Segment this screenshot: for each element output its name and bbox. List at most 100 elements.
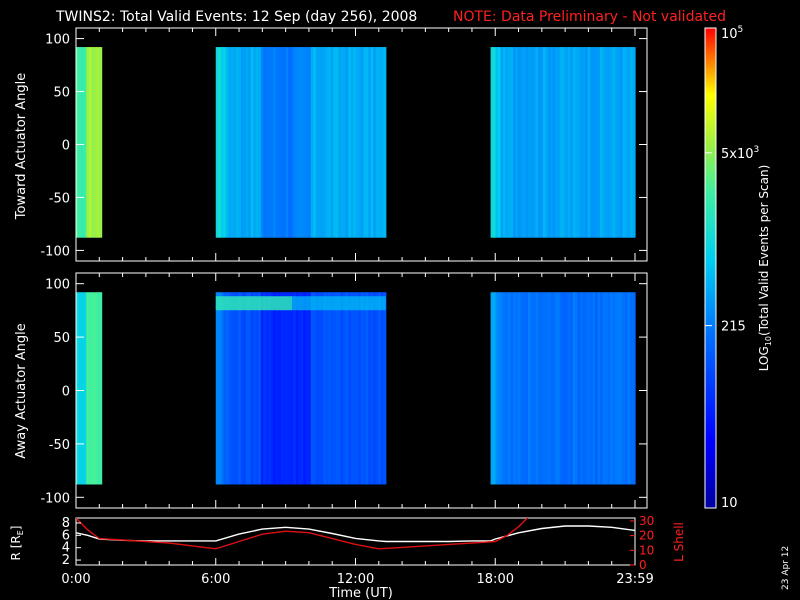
toward-cell <box>580 47 584 238</box>
toward-cell <box>280 47 284 238</box>
toward-cell <box>275 47 279 238</box>
colorbar-scale <box>705 28 716 508</box>
toward-cell <box>278 47 282 238</box>
toward-cell <box>345 47 349 238</box>
away-cell <box>308 292 312 485</box>
toward-cell <box>542 47 546 238</box>
away-cell <box>260 292 264 485</box>
toward-cell <box>238 47 242 238</box>
toward-ylabel: Toward Actuator Angle <box>14 73 29 220</box>
away-cell <box>560 292 564 485</box>
colorbar-label: LOG10(Total Valid Events per Scan) <box>757 165 773 372</box>
away-ylabel: Away Actuator Angle <box>14 323 29 458</box>
toward-ytick-label: 0 <box>62 139 70 154</box>
away-cell <box>258 292 262 485</box>
away-cell <box>310 292 314 485</box>
toward-cell <box>348 47 352 238</box>
toward-cell <box>288 47 292 238</box>
away-cell <box>592 292 596 485</box>
away-cell <box>290 292 294 485</box>
toward-cell <box>325 47 329 238</box>
toward-cell <box>363 47 367 238</box>
toward-cell <box>602 47 606 238</box>
colorbar-tick-label: 5x103 <box>721 145 759 162</box>
away-data-block-1 <box>215 292 387 485</box>
toward-cell <box>285 47 289 238</box>
toward-cell <box>535 47 539 238</box>
toward-cell <box>515 47 519 238</box>
toward-cell <box>233 47 237 238</box>
away-cell <box>280 292 284 485</box>
away-cell <box>630 292 634 485</box>
toward-cell <box>570 47 574 238</box>
toward-cell <box>225 47 229 238</box>
l-shell-series-line <box>76 518 529 550</box>
toward-cell <box>610 47 614 238</box>
toward-cell <box>537 47 541 238</box>
away-ytick-label: 0 <box>62 385 70 400</box>
away-cell <box>245 292 249 485</box>
away-cell <box>525 292 529 485</box>
away-cell <box>353 292 357 485</box>
toward-cell <box>330 47 334 238</box>
toward-cell <box>78 47 82 238</box>
away-cell <box>320 292 324 485</box>
away-cell <box>88 292 92 485</box>
toward-cell <box>83 47 87 238</box>
toward-cell <box>223 47 227 238</box>
away-cell <box>268 292 272 485</box>
toward-cell <box>220 47 224 238</box>
colorbar-tick-label: 105 <box>721 25 743 42</box>
away-cell <box>328 292 332 485</box>
away-cell <box>627 292 631 485</box>
toward-ytick-label: 100 <box>45 33 70 48</box>
toward-cell <box>333 47 337 238</box>
away-cell <box>555 292 559 485</box>
away-data-block-2 <box>490 292 636 485</box>
away-cell <box>540 292 544 485</box>
toward-cell <box>298 47 302 238</box>
toward-cell <box>303 47 307 238</box>
toward-cell <box>625 47 629 238</box>
away-cell <box>505 292 509 485</box>
toward-cell <box>373 47 377 238</box>
away-cell <box>587 292 591 485</box>
chart-title: TWINS2: Total Valid Events: 12 Sep (day … <box>55 9 417 25</box>
toward-cell <box>605 47 609 238</box>
away-cell <box>513 292 517 485</box>
toward-cell <box>320 47 324 238</box>
away-cell <box>235 292 239 485</box>
toward-cell <box>575 47 579 238</box>
toward-cell <box>218 47 222 238</box>
r-ylabel: R [RE] <box>9 526 25 561</box>
toward-cell <box>335 47 339 238</box>
away-cell <box>585 292 589 485</box>
away-cell <box>607 292 611 485</box>
toward-cell <box>310 47 314 238</box>
toward-ytick-label: -50 <box>49 191 70 206</box>
away-cell <box>620 292 624 485</box>
away-cell <box>542 292 546 485</box>
away-cell <box>360 292 364 485</box>
r-ytick-label: 6 <box>62 528 70 543</box>
toward-ytick-label: 50 <box>53 86 70 101</box>
l-shell-ytick-label: 0 <box>639 558 647 572</box>
toward-cell <box>597 47 601 238</box>
toward-cell <box>370 47 374 238</box>
toward-cell <box>383 47 387 238</box>
toward-cell <box>552 47 556 238</box>
toward-cell <box>375 47 379 238</box>
away-cell <box>303 292 307 485</box>
l-shell-ytick-label: 10 <box>639 543 654 557</box>
toward-cell <box>250 47 254 238</box>
toward-cell <box>245 47 249 238</box>
toward-data-block-1 <box>215 47 387 238</box>
away-cell <box>223 292 227 485</box>
colorbar-tick-label: 215 <box>721 320 746 335</box>
toward-cell <box>248 47 252 238</box>
x-tick-label: 12:00 <box>337 572 374 587</box>
toward-cell <box>265 47 269 238</box>
away-ytick-label: -50 <box>49 438 70 453</box>
away-ytick-label: -100 <box>40 491 70 506</box>
